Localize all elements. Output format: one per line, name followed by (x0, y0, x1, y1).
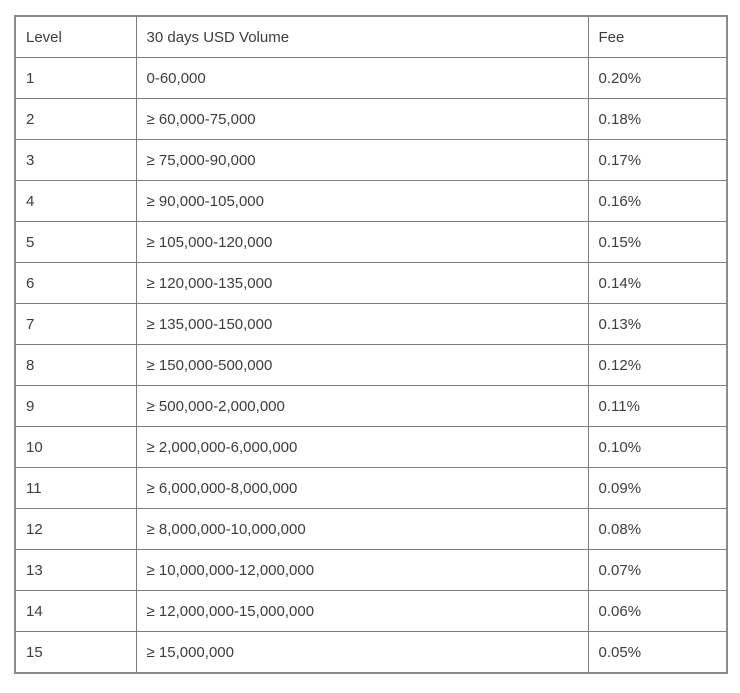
volume-cell: ≥ 10,000,000-12,000,000 (135, 549, 589, 591)
fee-cell: 0.13% (587, 303, 728, 345)
level-cell: 7 (14, 303, 137, 345)
level-cell: 15 (14, 631, 137, 674)
fee-cell: 0.12% (587, 344, 728, 386)
header-cell-level: Level (14, 15, 137, 58)
volume-cell: ≥ 12,000,000-15,000,000 (135, 590, 589, 632)
header-cell-volume: 30 days USD Volume (135, 15, 589, 58)
fee-cell: 0.07% (587, 549, 728, 591)
table-row: 11 ≥ 6,000,000-8,000,000 0.09% (14, 467, 728, 509)
fee-cell: 0.16% (587, 180, 728, 222)
fee-cell: 0.11% (587, 385, 728, 427)
volume-cell: ≥ 90,000-105,000 (135, 180, 589, 222)
fee-cell: 0.18% (587, 98, 728, 140)
fee-cell: 0.15% (587, 221, 728, 263)
volume-cell: ≥ 8,000,000-10,000,000 (135, 508, 589, 550)
table-row: 3 ≥ 75,000-90,000 0.17% (14, 139, 728, 181)
table-row: 15 ≥ 15,000,000 0.05% (14, 631, 728, 674)
header-cell-fee: Fee (587, 15, 728, 58)
fee-cell: 0.05% (587, 631, 728, 674)
volume-cell: ≥ 150,000-500,000 (135, 344, 589, 386)
level-cell: 13 (14, 549, 137, 591)
volume-cell: ≥ 15,000,000 (135, 631, 589, 674)
table-row: 2 ≥ 60,000-75,000 0.18% (14, 98, 728, 140)
volume-cell: ≥ 6,000,000-8,000,000 (135, 467, 589, 509)
fee-cell: 0.06% (587, 590, 728, 632)
fee-tier-table: Level 30 days USD Volume Fee 1 0-60,000 0.… (14, 15, 728, 674)
volume-cell: ≥ 135,000-150,000 (135, 303, 589, 345)
table-body: 1 0-60,000 0.20% 2 ≥ 60,000-75,000 0.18% 3 ≥ 75… (14, 57, 728, 674)
table-row: 8 ≥ 150,000-500,000 0.12% (14, 344, 728, 386)
fee-cell: 0.14% (587, 262, 728, 304)
level-cell: 11 (14, 467, 137, 509)
level-cell: 10 (14, 426, 137, 468)
table-row: 6 ≥ 120,000-135,000 0.14% (14, 262, 728, 304)
table-header: Level 30 days USD Volume Fee (14, 15, 728, 58)
table-row: 4 ≥ 90,000-105,000 0.16% (14, 180, 728, 222)
volume-cell: ≥ 2,000,000-6,000,000 (135, 426, 589, 468)
level-cell: 2 (14, 98, 137, 140)
level-cell: 9 (14, 385, 137, 427)
volume-cell: ≥ 105,000-120,000 (135, 221, 589, 263)
table-row: 5 ≥ 105,000-120,000 0.15% (14, 221, 728, 263)
table-row: 13 ≥ 10,000,000-12,000,000 0.07% (14, 549, 728, 591)
level-cell: 12 (14, 508, 137, 550)
level-cell: 6 (14, 262, 137, 304)
fee-cell: 0.09% (587, 467, 728, 509)
table-row: 14 ≥ 12,000,000-15,000,000 0.06% (14, 590, 728, 632)
volume-cell: ≥ 120,000-135,000 (135, 262, 589, 304)
table-row: 12 ≥ 8,000,000-10,000,000 0.08% (14, 508, 728, 550)
fee-cell: 0.08% (587, 508, 728, 550)
level-cell: 4 (14, 180, 137, 222)
level-cell: 8 (14, 344, 137, 386)
fee-cell: 0.17% (587, 139, 728, 181)
volume-cell: 0-60,000 (135, 57, 589, 99)
volume-cell: ≥ 60,000-75,000 (135, 98, 589, 140)
table-row: 7 ≥ 135,000-150,000 0.13% (14, 303, 728, 345)
level-cell: 14 (14, 590, 137, 632)
level-cell: 1 (14, 57, 137, 99)
header-row: Level 30 days USD Volume Fee (14, 15, 728, 58)
table-row: 9 ≥ 500,000-2,000,000 0.11% (14, 385, 728, 427)
volume-cell: ≥ 75,000-90,000 (135, 139, 589, 181)
fee-cell: 0.20% (587, 57, 728, 99)
level-cell: 5 (14, 221, 137, 263)
table-row: 10 ≥ 2,000,000-6,000,000 0.10% (14, 426, 728, 468)
volume-cell: ≥ 500,000-2,000,000 (135, 385, 589, 427)
table-row: 1 0-60,000 0.20% (14, 57, 728, 99)
fee-cell: 0.10% (587, 426, 728, 468)
level-cell: 3 (14, 139, 137, 181)
